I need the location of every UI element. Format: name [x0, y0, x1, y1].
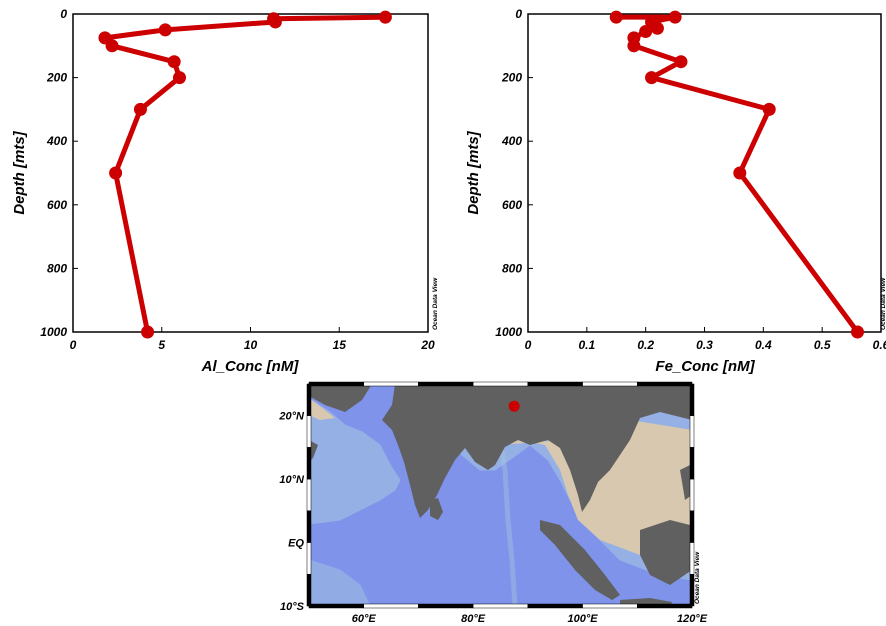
fe-watermark: Ocean Data View: [880, 277, 886, 330]
al-x-tick-label: 10: [244, 338, 258, 352]
fe-x-tick-label: 0.4: [755, 338, 772, 352]
al-x-tick-label: 0: [70, 338, 77, 352]
fe-y-tick-label: 800: [502, 261, 522, 275]
fe-plot-frame: [527, 13, 882, 333]
map-lat-label: 10°S: [280, 601, 305, 613]
fe-y-axis-label: Depth [mts]: [465, 130, 482, 214]
al-x-tick-label: 5: [158, 338, 165, 352]
map-border-segment: [418, 381, 474, 387]
map-border-segment: [306, 574, 312, 607]
al-watermark: Ocean Data View: [432, 277, 439, 330]
al-data-point: [141, 325, 155, 339]
map-border-segment: [689, 574, 695, 607]
map-border-segment: [637, 381, 693, 387]
fe-y-tick-label: 0: [515, 7, 522, 21]
fe-data-point: [674, 55, 688, 69]
al-data-point: [268, 15, 282, 29]
al-plot-frame: [72, 13, 429, 333]
fe-data-point: [668, 10, 682, 24]
map-border-segment: [637, 603, 693, 609]
fe-profile-chart: 0 0.1 0.2 0.3 0.4 0.5 0.6 0 200 400 600 800 1000 Fe_…: [465, 7, 886, 375]
al-y-tick-label: 800: [47, 261, 67, 275]
map-border-segment: [306, 415, 312, 448]
al-x-tick-label: 20: [420, 338, 435, 352]
map-graticule-border: [306, 381, 695, 609]
fe-y-tick-label: 200: [501, 71, 522, 85]
fe-x-tick-label: 0.1: [578, 338, 595, 352]
fe-data-point: [627, 39, 641, 53]
map-border-segment: [689, 478, 695, 512]
map-border-segment: [308, 603, 364, 609]
al-data-point: [105, 39, 119, 53]
al-y-tick-label: 1000: [40, 325, 67, 339]
fe-data-point: [639, 24, 653, 38]
map-border-segment: [306, 447, 312, 480]
map-border-segment: [472, 603, 529, 609]
al-x-axis-label: Al_Conc [nM]: [201, 358, 300, 375]
land-masses: [309, 384, 692, 606]
map-lon-label: 80°E: [461, 613, 486, 625]
al-data-point: [167, 55, 181, 69]
al-y-tick-label: 0: [60, 7, 67, 21]
al-profile-line: [102, 14, 388, 335]
al-data-point: [378, 10, 392, 24]
station-marker: [508, 400, 520, 412]
station-map: 60°E 80°E 100°E 120°E 20°N 10°N EQ 10°S Ocean D…: [278, 381, 708, 625]
map-border-segment: [306, 510, 312, 543]
map-border-segment: [363, 603, 419, 609]
al-data-point: [173, 71, 186, 85]
map-border-segment: [527, 381, 583, 387]
map-border-segment: [418, 603, 474, 609]
map-lon-label: 100°E: [568, 613, 599, 625]
map-border-segment: [472, 381, 529, 387]
al-y-tick-label: 200: [46, 71, 67, 85]
map-watermark: Ocean Data View: [694, 551, 701, 604]
al-data-point: [133, 102, 147, 116]
map-lat-label: 10°N: [279, 474, 305, 486]
map-border-segment: [689, 510, 695, 543]
map-border-segment: [363, 381, 419, 387]
map-border-segment: [582, 603, 638, 609]
map-border-segment: [689, 447, 695, 480]
al-x-tick-label: 15: [333, 338, 347, 352]
fe-data-point: [850, 325, 864, 339]
map-tick-labels: 60°E 80°E 100°E 120°E 20°N 10°N EQ 10°S: [278, 411, 707, 625]
fe-data-point: [762, 102, 776, 116]
fe-x-tick-label: 0: [525, 338, 532, 352]
fe-data-point: [650, 21, 664, 35]
fe-data-point: [733, 166, 747, 180]
al-y-axis-label: Depth [mts]: [11, 130, 28, 214]
fe-x-tick-label: 0.5: [814, 338, 831, 352]
fe-y-tick-label: 1000: [495, 325, 522, 339]
al-data-point: [158, 23, 172, 37]
al-y-tick-label: 400: [46, 134, 67, 148]
fe-y-tick-label: 400: [501, 134, 522, 148]
fe-data-point: [609, 10, 623, 24]
map-border-segment: [306, 383, 312, 416]
map-border-segment: [689, 383, 695, 416]
map-border-segment: [689, 415, 695, 448]
fe-x-tick-label: 0.2: [637, 338, 654, 352]
map-border-segment: [527, 603, 583, 609]
fe-x-tick-label: 0.3: [696, 338, 713, 352]
map-border-segment: [306, 542, 312, 575]
map-border-segment: [308, 381, 364, 387]
map-lon-label: 120°E: [677, 613, 708, 625]
map-lat-label: EQ: [288, 538, 304, 550]
map-border-segment: [582, 381, 638, 387]
map-area: [309, 384, 692, 606]
fe-data-point: [645, 71, 659, 85]
fe-x-axis-label: Fe_Conc [nM]: [655, 358, 755, 375]
fe-x-tick-label: 0.6: [873, 338, 886, 352]
al-y-tick-label: 600: [47, 198, 67, 212]
map-lat-label: 20°N: [278, 411, 305, 423]
map-lon-label: 60°E: [352, 613, 377, 625]
fe-y-tick-label: 600: [502, 198, 522, 212]
al-data-point: [109, 166, 123, 180]
map-border-segment: [306, 478, 312, 512]
